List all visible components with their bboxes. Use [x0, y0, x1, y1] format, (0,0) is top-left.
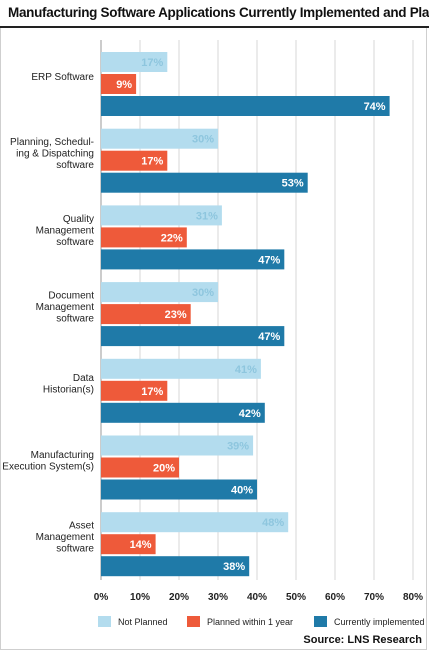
value-label-not-planned: 41%	[235, 364, 257, 376]
legend-swatch-planned-within-1-year	[187, 616, 200, 627]
value-label-not-planned: 30%	[192, 287, 214, 299]
bar-planned-within-1-year	[101, 380, 168, 401]
bar-not-planned	[101, 52, 168, 72]
value-label-currently-implemented: 38%	[223, 561, 245, 573]
x-tick-label: 0%	[94, 592, 109, 603]
category-label: software	[56, 237, 94, 248]
value-label-planned-within-1-year: 14%	[130, 539, 152, 551]
legend-label-planned-within-1-year: Planned within 1 year	[207, 617, 293, 627]
x-tick-label: 40%	[247, 592, 267, 603]
bar-currently-implemented	[101, 402, 265, 423]
value-label-planned-within-1-year: 23%	[165, 309, 187, 321]
bar-marks	[101, 52, 390, 577]
value-label-planned-within-1-year: 17%	[141, 386, 163, 398]
legend-swatch-currently-implemented	[314, 616, 327, 627]
value-label-planned-within-1-year: 9%	[116, 79, 132, 91]
bar-currently-implemented	[101, 249, 285, 270]
category-label: software	[56, 544, 94, 555]
bar-planned-within-1-year	[101, 457, 179, 478]
value-label-not-planned: 30%	[192, 134, 214, 146]
value-label-currently-implemented: 40%	[231, 485, 253, 497]
x-tick-label: 50%	[286, 592, 306, 603]
value-label-currently-implemented: 47%	[258, 331, 280, 343]
x-tick-label: 10%	[130, 592, 150, 603]
title-rule	[0, 26, 429, 28]
bar-planned-within-1-year	[101, 304, 191, 325]
category-label: Management	[36, 225, 95, 236]
legend-swatch-not-planned	[98, 616, 111, 627]
bar-planned-within-1-year	[101, 534, 156, 555]
value-label-planned-within-1-year: 17%	[141, 156, 163, 168]
value-label-not-planned: 39%	[227, 441, 249, 453]
bar-not-planned	[101, 282, 218, 303]
value-label-not-planned: 17%	[141, 57, 163, 69]
bar-not-planned	[101, 358, 261, 379]
bar-not-planned	[101, 205, 222, 226]
category-labels: ERP Software Planning, Schedul-ing & Disp…	[2, 72, 94, 555]
bar-not-planned	[101, 128, 218, 149]
legend: Not Planned Planned within 1 year Currentl…	[98, 616, 425, 627]
x-tick-label: 20%	[169, 592, 189, 603]
bar-not-planned	[101, 435, 254, 456]
value-label-currently-implemented: 42%	[239, 408, 261, 420]
value-label-planned-within-1-year: 22%	[161, 232, 183, 244]
category-label: Data	[73, 373, 95, 384]
category-label: Planning, Schedul-	[10, 137, 94, 148]
x-tick-label: 80%	[403, 592, 423, 603]
x-axis-ticks: 0% 10% 20% 30% 40% 50% 60% 70% 80%	[94, 592, 423, 603]
bar-planned-within-1-year	[101, 227, 187, 248]
x-tick-label: 60%	[325, 592, 345, 603]
x-tick-label: 30%	[208, 592, 228, 603]
source-note: Source: LNS Research	[303, 634, 422, 646]
legend-label-currently-implemented: Currently implemented	[334, 617, 425, 627]
bar-currently-implemented	[101, 556, 250, 577]
category-label: ERP Software	[31, 72, 94, 83]
category-label: software	[56, 160, 94, 171]
bar-planned-within-1-year	[101, 150, 168, 171]
value-label-planned-within-1-year: 20%	[153, 463, 175, 475]
chart-title: Manufacturing Software Applications Curr…	[8, 5, 429, 20]
category-label: Management	[36, 302, 95, 313]
category-label: Quality	[63, 214, 94, 225]
category-label: Historian(s)	[43, 385, 94, 396]
value-label-currently-implemented: 74%	[364, 101, 386, 113]
value-label-currently-implemented: 53%	[282, 178, 304, 190]
category-label: Document	[48, 291, 94, 302]
value-label-not-planned: 48%	[262, 517, 284, 529]
bar-currently-implemented	[101, 326, 285, 347]
category-label: Asset	[69, 521, 94, 532]
category-label: Execution System(s)	[2, 461, 94, 472]
category-label: Manufacturing	[31, 450, 94, 461]
bar-currently-implemented	[101, 172, 308, 193]
bar-not-planned	[101, 512, 289, 533]
category-label: software	[56, 314, 94, 325]
x-tick-label: 70%	[364, 592, 384, 603]
chart-frame	[0, 28, 427, 650]
category-label: ing & Dispatching	[16, 149, 94, 160]
bar-currently-implemented	[101, 479, 257, 500]
value-labels: 17% 9% 74% 30% 17% 53% 31% 22% 47% 30% 23% 47% 41% 17…	[116, 57, 386, 573]
legend-label-not-planned: Not Planned	[118, 617, 168, 627]
value-label-not-planned: 31%	[196, 210, 218, 222]
bar-planned-within-1-year	[101, 74, 137, 94]
category-label: Management	[36, 532, 95, 543]
bar-currently-implemented	[101, 96, 390, 116]
value-label-currently-implemented: 47%	[258, 254, 280, 266]
